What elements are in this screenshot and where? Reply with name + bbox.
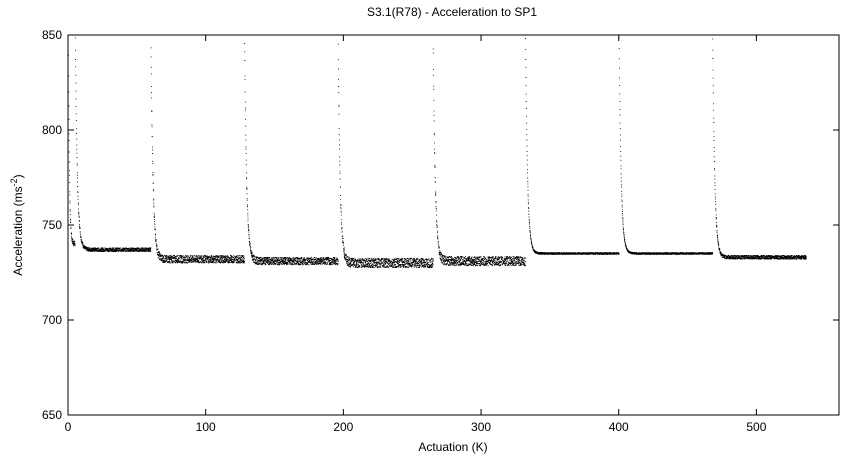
- plot-frame: [67, 34, 840, 416]
- x-tick-label: 300: [471, 420, 491, 434]
- data-point-series: [74, 37, 152, 253]
- chart-title: S3.1(R78) - Acceleration to SP1: [367, 5, 537, 19]
- y-axis-title-sup: -2: [9, 178, 19, 186]
- data-point-series: [525, 38, 620, 255]
- y-axis: 650 700 750 800 850: [42, 28, 839, 422]
- y-tick-label: 750: [42, 218, 62, 232]
- x-axis-title: Actuation (K): [418, 440, 487, 454]
- y-axis-title: Acceleration (ms-2): [9, 174, 25, 275]
- x-tick-label: 500: [746, 420, 766, 434]
- x-axis: 0 100 200 300 400 500: [65, 35, 767, 434]
- data-point-series: [244, 43, 339, 266]
- y-tick-label: 700: [42, 313, 62, 327]
- data-point-series: [150, 47, 245, 264]
- y-axis-title-main: Acceleration (ms: [11, 186, 25, 275]
- data-point-series: [68, 34, 76, 247]
- data-point-series: [618, 37, 714, 255]
- data-point-series: [712, 38, 807, 260]
- data-points: [68, 34, 807, 269]
- y-axis-title-close: ): [11, 174, 25, 178]
- x-tick-label: 0: [65, 420, 72, 434]
- x-tick-label: 400: [609, 420, 629, 434]
- x-tick-label: 100: [196, 420, 216, 434]
- y-tick-label: 850: [42, 28, 62, 42]
- y-tick-label: 650: [42, 408, 62, 422]
- data-point-series: [337, 43, 434, 269]
- y-tick-label: 800: [42, 123, 62, 137]
- x-tick-label: 200: [333, 420, 353, 434]
- data-point-series: [432, 48, 526, 267]
